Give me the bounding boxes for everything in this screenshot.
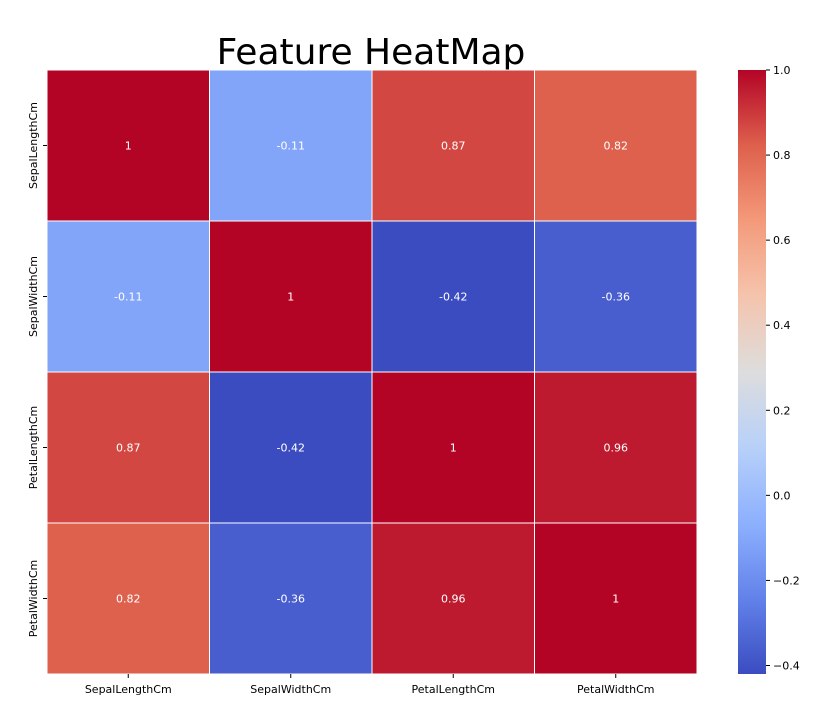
heatmap-cell <box>371 69 535 222</box>
cell-value-label: -0.42 <box>439 291 467 304</box>
y-tick-label: SepalWidthCm <box>27 256 40 337</box>
colorbar-tick-label: 0.2 <box>773 404 791 417</box>
heatmap-cell <box>371 522 535 675</box>
cell-value-label: -0.36 <box>277 593 305 606</box>
y-tick-label: PetalWidthCm <box>27 560 40 637</box>
cell-value-label: 0.82 <box>116 593 141 606</box>
cell-value-label: -0.11 <box>277 140 305 153</box>
heatmap-cell <box>46 220 210 373</box>
cell-value-label: 0.96 <box>441 593 466 606</box>
colorbar-tick-label: 0.6 <box>773 234 791 247</box>
x-tick-label: SepalLengthCm <box>85 683 172 696</box>
heatmap-cells <box>46 69 698 675</box>
heatmap-cell <box>209 69 373 222</box>
heatmap-cell <box>371 220 535 373</box>
cell-value-label: 0.87 <box>441 140 466 153</box>
cell-value-label: -0.11 <box>114 291 142 304</box>
colorbar-tick-label: −0.4 <box>773 659 800 672</box>
y-tick-label: PetalLengthCm <box>27 406 40 489</box>
heatmap-cell <box>209 522 373 675</box>
x-tick-label: PetalWidthCm <box>577 683 654 696</box>
cell-value-label: 1 <box>287 291 294 304</box>
colorbar-scale <box>738 70 766 674</box>
cell-value-label: 0.96 <box>604 442 629 455</box>
colorbar-tick-label: 0.0 <box>773 489 791 502</box>
x-tick-label: PetalLengthCm <box>412 683 495 696</box>
heatmap-cell <box>534 522 698 675</box>
heatmap-cell <box>46 522 210 675</box>
cell-value-label: -0.42 <box>277 442 305 455</box>
y-tick-label: SepalLengthCm <box>27 102 40 189</box>
colorbar: 1.0 0.8 0.6 0.4 0.2 0.0 −0.2 −0.4 <box>738 64 800 674</box>
x-axis: SepalLengthCm SepalWidthCm PetalLengthCm Pe… <box>85 674 654 696</box>
heatmap-cell <box>534 371 698 524</box>
heatmap-cell-labels: 1 -0.11 0.87 0.82 -0.11 1 -0.42 -0.36 0.87 -0.42 1… <box>114 140 630 606</box>
cell-value-label: 1 <box>450 442 457 455</box>
cell-value-label: -0.36 <box>602 291 630 304</box>
y-axis: SepalLengthCm SepalWidthCm PetalLengthCm Pe… <box>27 102 47 637</box>
colorbar-tick-label: −0.2 <box>773 574 800 587</box>
cell-value-label: 0.87 <box>116 442 141 455</box>
cell-value-label: 1 <box>612 593 619 606</box>
cell-value-label: 1 <box>125 140 132 153</box>
heatmap-cell <box>534 69 698 222</box>
colorbar-tick-label: 0.4 <box>773 319 791 332</box>
heatmap-cell <box>46 69 210 222</box>
colorbar-tick-label: 0.8 <box>773 149 791 162</box>
chart-title: Feature HeatMap <box>217 32 526 73</box>
heatmap-cell <box>209 371 373 524</box>
heatmap-cell <box>534 220 698 373</box>
heatmap-cell <box>209 220 373 373</box>
colorbar-tick-label: 1.0 <box>773 64 791 77</box>
cell-value-label: 0.82 <box>604 140 629 153</box>
x-tick-label: SepalWidthCm <box>250 683 331 696</box>
